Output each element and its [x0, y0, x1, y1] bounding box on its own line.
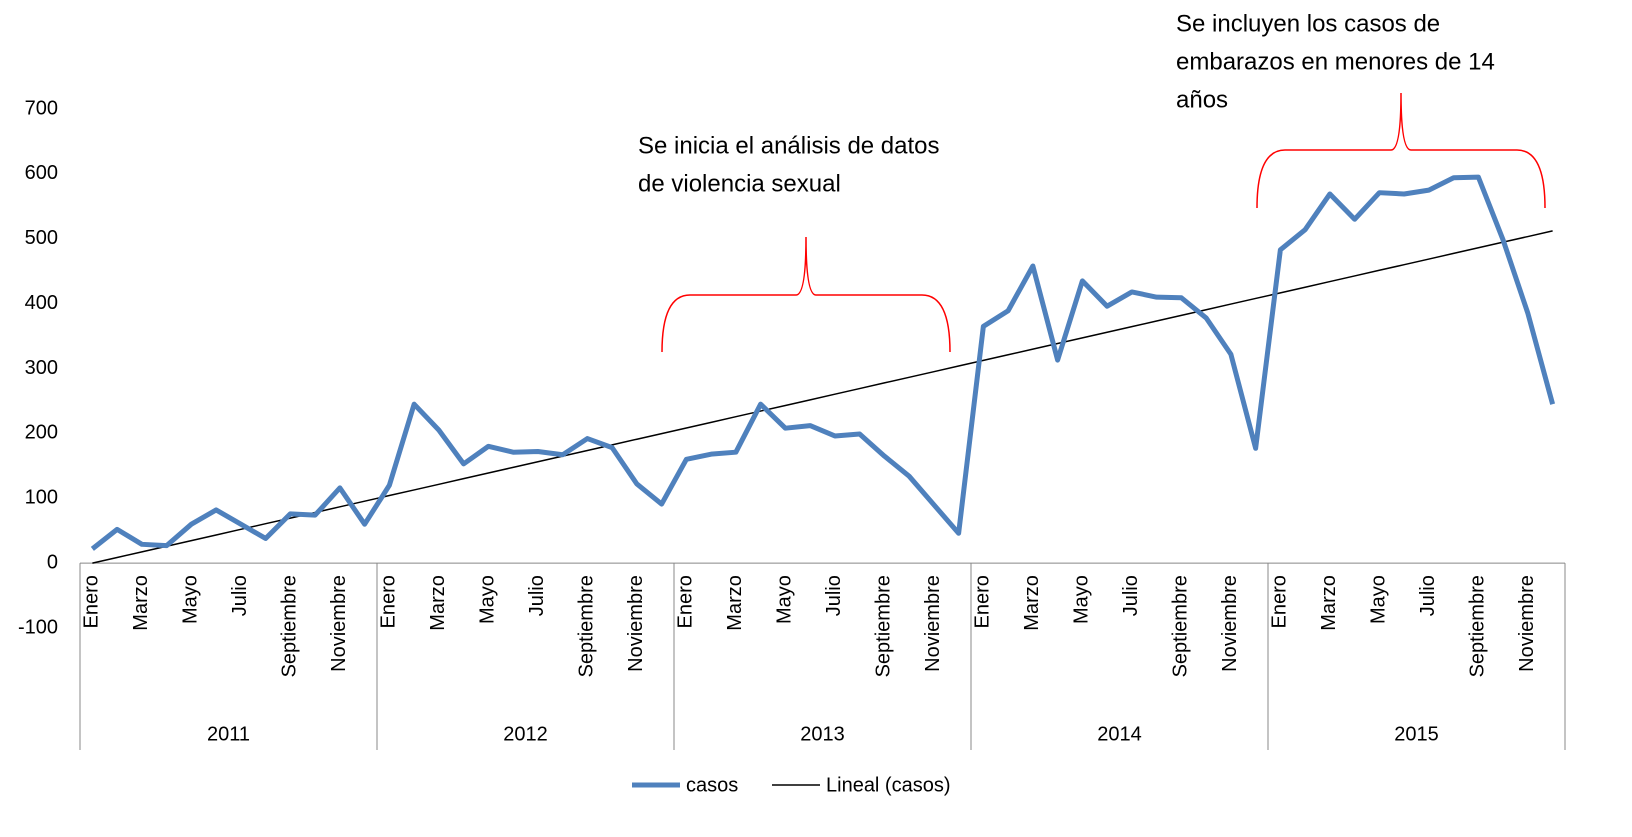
group-label: 2014	[1097, 723, 1142, 745]
series-line	[92, 230, 1553, 564]
y-tick-label: 200	[25, 422, 58, 444]
x-tick-label: Marzo	[130, 575, 152, 631]
series-line	[90, 174, 1556, 551]
y-tick-label: 0	[47, 551, 58, 573]
x-tick-label: Mayo	[1368, 575, 1390, 624]
y-tick-label: 700	[25, 97, 58, 119]
y-tick-label: 100	[25, 487, 58, 509]
legend-label: casos	[686, 774, 738, 796]
x-tick-label: Septiembre	[576, 575, 598, 677]
x-tick-label: Mayo	[1071, 575, 1093, 624]
x-tick-label: Marzo	[724, 575, 746, 631]
x-tick-label: Enero	[378, 575, 400, 628]
x-tick-label: Noviembre	[1516, 575, 1538, 672]
x-tick-label: Julio	[1120, 575, 1142, 616]
x-tick-label: Septiembre	[1467, 575, 1489, 677]
group-label: 2015	[1394, 723, 1439, 745]
annotation: de violencia sexual	[638, 170, 841, 197]
x-tick-label: Septiembre	[873, 575, 895, 677]
x-tick-label: Noviembre	[922, 575, 944, 672]
x-tick-label: Mayo	[477, 575, 499, 624]
y-tick-label: 300	[25, 357, 58, 379]
x-tick-label: Noviembre	[328, 575, 350, 672]
x-tick-label: Enero	[1269, 575, 1291, 628]
y-tick-label: 400	[25, 292, 58, 314]
x-tick-label: Julio	[1417, 575, 1439, 616]
x-tick-label: Enero	[81, 575, 103, 628]
annotation: años	[1176, 86, 1228, 113]
x-tick-label: Septiembre	[1170, 575, 1192, 677]
x-tick-label: Noviembre	[625, 575, 647, 672]
annotation: embarazos en menores de 14	[1176, 48, 1495, 75]
x-tick-label: Enero	[675, 575, 697, 628]
x-tick-label: Marzo	[1318, 575, 1340, 631]
x-tick-label: Mayo	[774, 575, 796, 624]
x-tick-label: Julio	[526, 575, 548, 616]
x-tick-label: Julio	[823, 575, 845, 616]
y-tick-label: 600	[25, 162, 58, 184]
x-tick-label: Mayo	[180, 575, 202, 624]
y-tick-label: -100	[18, 616, 58, 638]
x-tick-label: Enero	[972, 575, 994, 628]
annotation: Se incluyen los casos de	[1176, 10, 1440, 37]
group-label: 2012	[503, 723, 548, 745]
x-tick-label: Julio	[229, 575, 251, 616]
y-tick-label: 500	[25, 227, 58, 249]
x-tick-label: Marzo	[427, 575, 449, 631]
legend-label: Lineal (casos)	[826, 774, 951, 796]
bracket	[661, 236, 951, 353]
group-label: 2013	[800, 723, 845, 745]
bracket	[1256, 92, 1546, 209]
x-tick-label: Noviembre	[1219, 575, 1241, 672]
annotation: Se inicia el análisis de datos	[638, 132, 940, 159]
x-tick-label: Marzo	[1021, 575, 1043, 631]
x-tick-label: Septiembre	[279, 575, 301, 677]
group-label: 2011	[207, 723, 250, 745]
